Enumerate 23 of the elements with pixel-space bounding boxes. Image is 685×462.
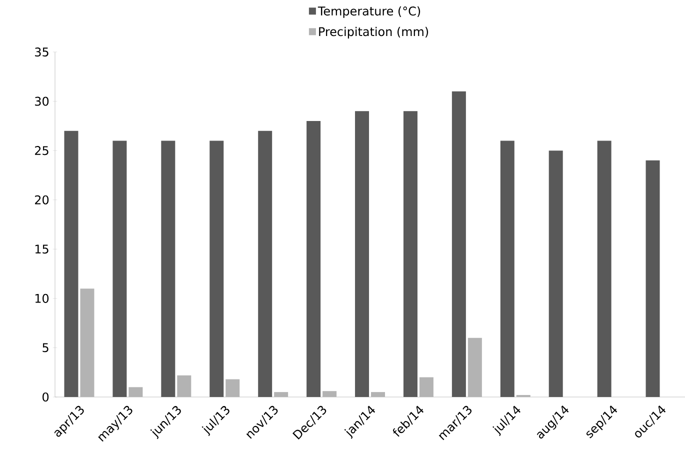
bar: [403, 111, 418, 397]
bar: [548, 150, 563, 397]
y-tick-label: 25: [35, 146, 48, 156]
y-tick-label: 30: [35, 96, 49, 106]
bar: [64, 130, 78, 397]
y-tick-label: 5: [42, 343, 48, 352]
y-tick-label: 35: [35, 47, 48, 57]
bar: [355, 111, 370, 397]
bar: [258, 130, 272, 397]
bar: [306, 120, 321, 397]
bar: [161, 140, 176, 397]
legend-label: Temperature (°C): [318, 6, 420, 18]
bar: [210, 140, 224, 397]
y-tick-label: 15: [35, 244, 48, 254]
legend-label: Precipitation (mm): [319, 26, 428, 38]
y-tick-label: 10: [35, 294, 49, 303]
bar: [112, 140, 127, 397]
bar: [500, 140, 514, 397]
bar: [597, 140, 612, 397]
bar: [452, 91, 466, 397]
y-tick-label: 20: [35, 195, 49, 204]
y-tick-label: 0: [42, 392, 49, 402]
bar: [646, 160, 660, 397]
